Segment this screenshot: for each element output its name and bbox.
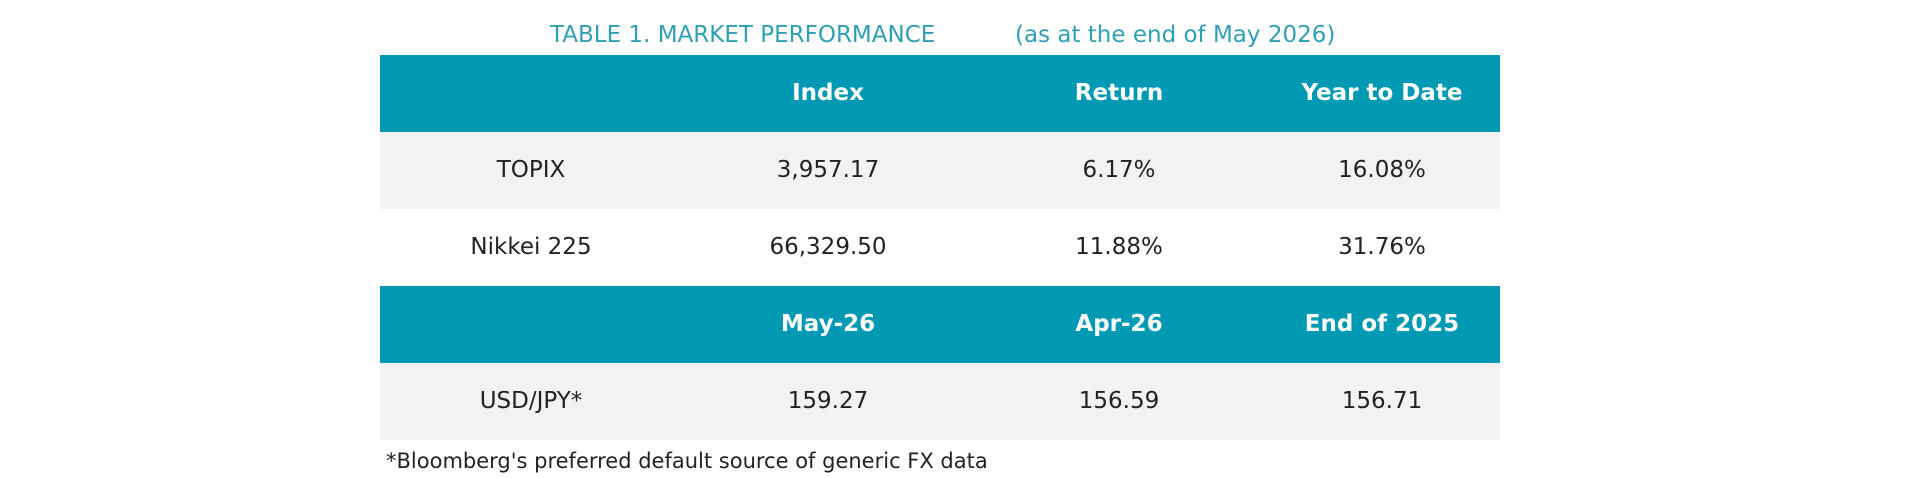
footnote: *Bloomberg's preferred default source of…	[386, 449, 988, 473]
row-label: TOPIX	[496, 157, 566, 183]
cell-value: 66,329.50	[769, 234, 887, 260]
data-row: USD/JPY* 159.27 156.59 156.71	[380, 363, 1500, 440]
cell-value: 159.27	[787, 388, 869, 414]
cell-value: 31.76%	[1338, 234, 1426, 260]
column-header: Return	[1074, 80, 1164, 106]
header-row: May-26 Apr-26 End of 2025	[380, 286, 1500, 363]
cell-value: 156.59	[1078, 388, 1160, 414]
column-header: Year to Date	[1301, 80, 1463, 106]
table-title: TABLE 1. MARKET PERFORMANCE	[550, 22, 936, 48]
column-header: Index	[792, 80, 864, 106]
cell-value: 11.88%	[1075, 234, 1163, 260]
cell-value: 16.08%	[1338, 157, 1426, 183]
row-label: USD/JPY*	[479, 388, 583, 414]
column-header: May-26	[780, 311, 876, 337]
column-header: End of 2025	[1304, 311, 1460, 337]
cell-value: 3,957.17	[776, 157, 880, 183]
header-row: Index Return Year to Date	[380, 55, 1500, 132]
data-row: TOPIX 3,957.17 6.17% 16.08%	[380, 132, 1500, 209]
table-subtitle: (as at the end of May 2026)	[1015, 22, 1336, 48]
row-label: Nikkei 225	[470, 234, 592, 260]
cell-value: 6.17%	[1082, 157, 1156, 183]
column-header: Apr-26	[1075, 311, 1163, 337]
data-row: Nikkei 225 66,329.50 11.88% 31.76%	[380, 209, 1500, 286]
cell-value: 156.71	[1341, 388, 1423, 414]
